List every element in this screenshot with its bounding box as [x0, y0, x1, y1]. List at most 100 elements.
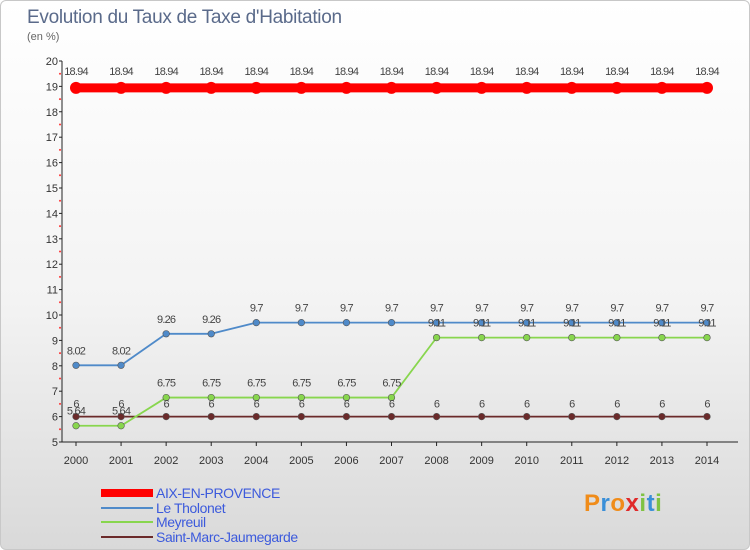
data-point — [523, 319, 531, 327]
y-tick-label: 9 — [52, 335, 58, 347]
chart-subtitle: (en %) — [27, 31, 60, 43]
data-point — [387, 319, 396, 327]
data-point — [295, 81, 308, 94]
legend-label: Meyreuil — [156, 514, 206, 531]
data-label: 18.94 — [425, 66, 449, 78]
x-tick-label: 2013 — [650, 455, 674, 467]
data-point — [658, 413, 666, 421]
data-label: 18.94 — [64, 66, 88, 78]
y-minor-tick — [59, 72, 61, 75]
data-point — [568, 413, 576, 421]
data-label: 6 — [569, 399, 575, 411]
data-point — [655, 81, 668, 94]
data-point — [478, 319, 486, 327]
data-label: 6 — [209, 399, 215, 411]
x-tick-label: 2000 — [64, 455, 88, 467]
data-point — [613, 319, 621, 327]
data-point — [520, 81, 533, 94]
data-point — [70, 81, 82, 94]
data-point — [160, 81, 173, 94]
data-point — [162, 330, 170, 338]
data-point — [613, 334, 621, 342]
data-point — [297, 319, 305, 327]
legend-swatch — [101, 506, 153, 509]
x-tick-label: 2007 — [379, 455, 403, 467]
y-tick-label: 14 — [46, 208, 58, 220]
y-minor-tick — [59, 352, 61, 355]
data-label: 6 — [299, 399, 305, 411]
logo-letter: i — [655, 490, 663, 517]
data-point — [205, 81, 218, 94]
data-label: 9.11 — [653, 318, 671, 330]
data-point — [523, 413, 531, 421]
x-tick-label: 2012 — [605, 455, 629, 467]
data-point — [432, 413, 441, 421]
logo-letter: r — [600, 490, 611, 517]
data-point — [658, 334, 666, 342]
y-tick-label: 5 — [52, 437, 58, 449]
y-tick-label: 7 — [52, 386, 58, 398]
data-point — [701, 81, 713, 94]
data-point — [72, 422, 80, 430]
data-point — [342, 393, 351, 402]
y-minor-tick — [59, 199, 61, 202]
y-tick-label: 11 — [47, 285, 58, 297]
data-label: 9.7 — [565, 303, 579, 315]
data-label: 6 — [524, 399, 530, 411]
data-label: 18.94 — [470, 66, 494, 78]
data-label: 9.7 — [610, 303, 624, 315]
legend-item: Saint-Marc-Jaumegarde — [101, 529, 298, 545]
data-label: 5.64 — [112, 406, 131, 418]
data-label: 6.75 — [157, 378, 176, 390]
x-tick-label: 2009 — [469, 455, 493, 467]
data-point — [117, 422, 125, 430]
data-point — [252, 413, 260, 421]
data-label: 6 — [73, 399, 79, 411]
data-label: 9.7 — [295, 303, 309, 315]
data-point — [387, 393, 396, 402]
y-tick-label: 13 — [46, 234, 58, 246]
data-label: 6 — [118, 399, 124, 411]
legend: AIX-EN-PROVENCE Le Tholonet Meyreuil Sai… — [101, 485, 298, 545]
data-label: 8.02 — [67, 345, 86, 357]
y-minor-tick — [59, 326, 61, 329]
data-label: 18.94 — [650, 66, 674, 78]
y-minor-tick — [59, 98, 61, 101]
y-tick-label: 17 — [46, 132, 58, 144]
x-tick-label: 2014 — [695, 455, 719, 467]
data-label: 9.11 — [608, 318, 626, 330]
data-point — [250, 81, 263, 94]
data-point — [523, 334, 531, 342]
data-label: 9.11 — [518, 318, 536, 330]
data-point — [342, 413, 351, 421]
data-label: 18.94 — [605, 66, 629, 78]
data-point — [297, 413, 305, 421]
data-point — [252, 319, 260, 327]
data-label: 9.7 — [475, 303, 489, 315]
x-tick-label: 2011 — [560, 455, 584, 467]
data-label: 6 — [704, 399, 710, 411]
x-tick-label: 2002 — [154, 455, 178, 467]
data-label: 6 — [434, 399, 440, 411]
y-tick-label: 12 — [46, 259, 58, 271]
data-point — [387, 413, 396, 421]
data-point — [340, 81, 353, 94]
data-point — [703, 319, 711, 327]
proxiti-logo: Proxiti — [584, 490, 662, 518]
x-tick-label: 2003 — [199, 455, 223, 467]
logo-letter: x — [625, 490, 640, 517]
y-minor-tick — [59, 428, 61, 431]
data-label: 18.94 — [154, 66, 178, 78]
data-label: 18.94 — [335, 66, 359, 78]
legend-item: AIX-EN-PROVENCE — [101, 485, 298, 501]
y-tick-label: 10 — [46, 310, 58, 322]
y-minor-tick — [59, 402, 61, 405]
y-tick-label: 6 — [52, 412, 58, 424]
y-minor-tick — [59, 301, 61, 304]
data-point — [207, 393, 215, 402]
x-tick-label: 2004 — [244, 455, 268, 467]
y-tick-label: 16 — [46, 158, 58, 170]
data-point — [72, 413, 80, 421]
y-minor-tick — [59, 123, 61, 126]
